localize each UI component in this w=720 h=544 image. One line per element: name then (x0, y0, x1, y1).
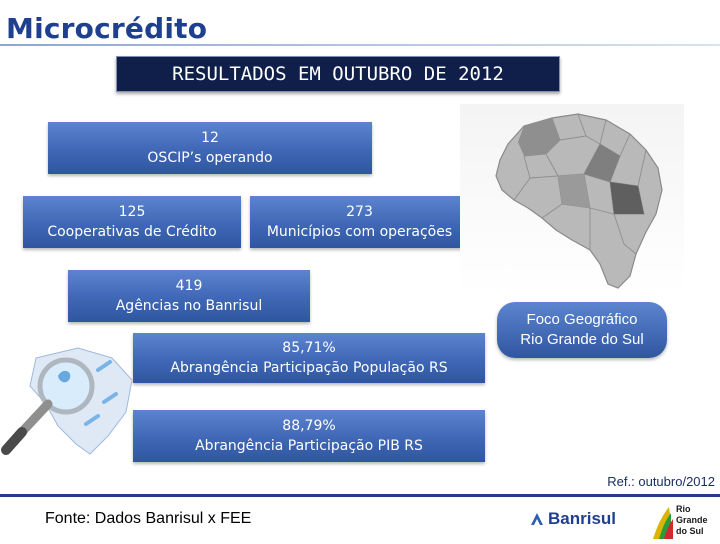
header-divider (0, 44, 720, 46)
rgs-logo-line-3: do Sul (676, 526, 704, 536)
focus-line-2: Rio Grande do Sul (520, 331, 644, 348)
magnifier-map-icon (0, 340, 145, 460)
focus-line-1: Foco Geográfico (526, 311, 638, 328)
cooperativas-value: 125 (118, 204, 146, 220)
oscip-value: 12 (201, 130, 219, 146)
municipios-label: Municípios com operações (266, 224, 453, 240)
source-note: Fonte: Dados Banrisul x FEE (45, 510, 252, 527)
page-title: Microcrédito (6, 12, 208, 45)
rgs-logo-line-2: Grande (676, 515, 708, 525)
agencias-label: Agências no Banrisul (115, 298, 263, 314)
municipios-card: 273 Municípios com operações (250, 196, 469, 248)
rgs-logo-line-1: Rio (676, 504, 691, 514)
pib-card: 88,79% Abrangência Participação PIB RS (133, 410, 485, 462)
populacao-label: Abrangência Participação População RS (170, 360, 448, 376)
cooperativas-card: 125 Cooperativas de Crédito (23, 196, 241, 248)
populacao-card: 85,71% Abrangência Participação Populaçã… (133, 333, 485, 383)
rio-grande-do-sul-map-icon (460, 104, 684, 296)
cooperativas-label: Cooperativas de Crédito (47, 224, 217, 240)
pib-label: Abrangência Participação PIB RS (195, 438, 423, 454)
reference-date: Ref.: outubro/2012 (607, 474, 715, 489)
rio-grande-do-sul-logo: Rio Grande do Sul (651, 499, 720, 540)
agencias-card: 419 Agências no Banrisul (68, 270, 310, 322)
banrisul-logo: Banrisul (529, 509, 616, 529)
pib-value: 88,79% (282, 418, 336, 434)
oscip-card: 12 OSCIP’s operando (48, 122, 372, 174)
geographic-focus-label: Foco Geográfico Rio Grande do Sul (497, 302, 667, 358)
results-subtitle: RESULTADOS EM OUTUBRO DE 2012 (116, 56, 560, 92)
banrisul-logo-icon (531, 513, 543, 525)
oscip-label: OSCIP’s operando (147, 150, 273, 166)
banrisul-logo-text: Banrisul (548, 509, 617, 528)
populacao-value: 85,71% (282, 340, 336, 356)
municipios-value: 273 (346, 204, 373, 220)
agencias-value: 419 (175, 278, 203, 294)
footer-divider (0, 494, 720, 497)
